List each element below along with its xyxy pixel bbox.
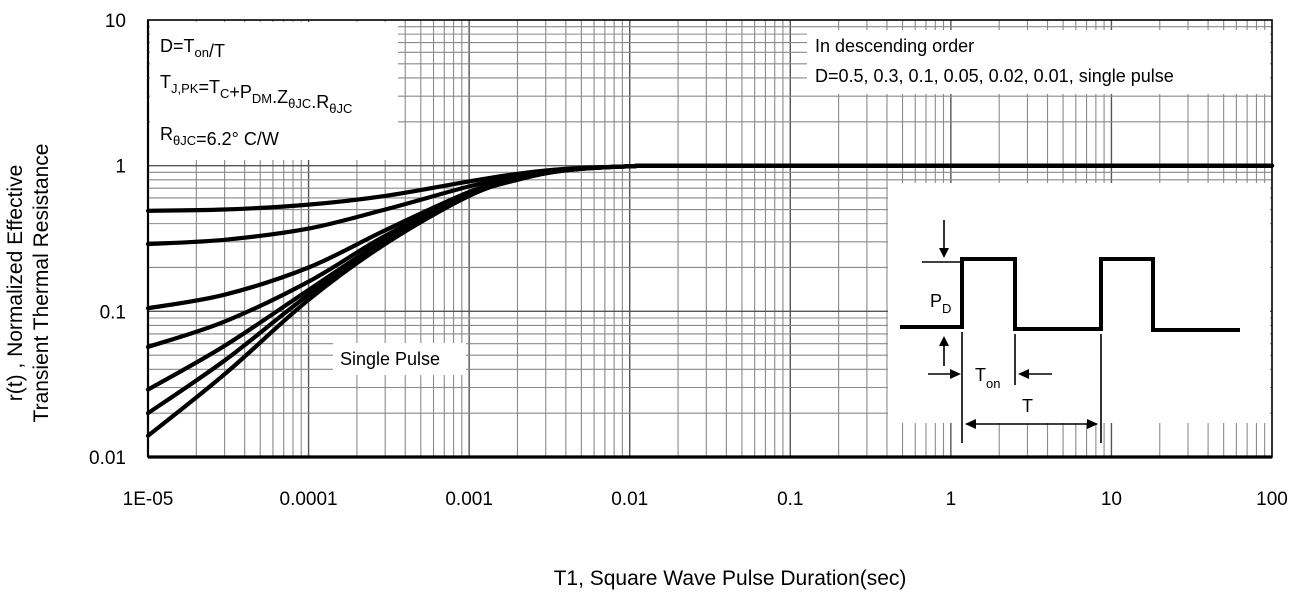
x-tick-label: 10: [1101, 489, 1122, 510]
ton-arrowhead-left: [950, 369, 961, 379]
order-title: In descending order: [815, 36, 974, 56]
x-tick-label: 1E-05: [123, 489, 174, 510]
inset-box: [888, 183, 1270, 423]
y-axis-label-line2: Transient Thermal Resistance: [30, 144, 53, 423]
single-pulse-label: Single Pulse: [340, 349, 440, 369]
y-tick-label: 0.1: [100, 302, 126, 323]
period-label: T: [1022, 396, 1033, 416]
x-tick-label: 1: [946, 489, 957, 510]
y-tick-label: 10: [105, 11, 126, 32]
ton-arrowhead-right: [1018, 369, 1029, 379]
y-tick-label: 0.01: [89, 448, 126, 469]
x-tick-label: 0.01: [611, 489, 648, 510]
x-tick-label: 100: [1256, 489, 1288, 510]
period-arrowhead-right: [1087, 419, 1098, 429]
formula-junction-temp: TJ,PK=TC+PDM.ZθJC.RθJC: [160, 72, 352, 116]
curve-group: [145, 163, 1275, 438]
y-tick-labels: 0.01 0.1 1 10: [89, 11, 126, 469]
pulse-waveform: [900, 257, 1240, 332]
x-tick-labels: 1E-05 0.0001 0.001 0.01 0.1 1 10 100: [123, 489, 1288, 510]
x-tick-label: 0.001: [445, 489, 493, 510]
x-axis-label: T1, Square Wave Pulse Duration(sec): [554, 567, 907, 590]
axis-labels: T1, Square Wave Pulse Duration(sec) r(t) …: [4, 144, 906, 590]
formula-duty-cycle: D=Ton/T: [160, 36, 225, 61]
single-pulse-box: [333, 343, 466, 375]
formula-rthjc: RθJC=6.2° C/W: [160, 124, 279, 149]
x-tick-label: 0.1: [777, 489, 803, 510]
pd-arrowhead-up: [939, 336, 949, 346]
pulse-waveform-inset: PD Ton T: [900, 220, 1240, 443]
order-list: D=0.5, 0.3, 0.1, 0.05, 0.02, 0.01, singl…: [815, 66, 1174, 86]
pd-arrowhead-down: [939, 248, 949, 258]
y-axis-label-line1: r(t) , Normalized Effective: [4, 165, 27, 402]
series-curve-6: [145, 163, 1275, 438]
ton-label: Ton: [975, 365, 1000, 391]
pd-label: PD: [930, 291, 951, 316]
y-tick-label: 1: [115, 157, 126, 178]
annotation-boxes: [150, 22, 1270, 423]
annotations: D=Ton/T TJ,PK=TC+PDM.ZθJC.RθJC RθJC=6.2° C…: [160, 36, 1174, 369]
plot-frame: [146, 19, 1273, 459]
formula-box: [150, 22, 398, 160]
period-arrowhead-left: [965, 419, 976, 429]
x-tick-label: 0.0001: [280, 489, 338, 510]
order-note-box: [807, 30, 1270, 94]
